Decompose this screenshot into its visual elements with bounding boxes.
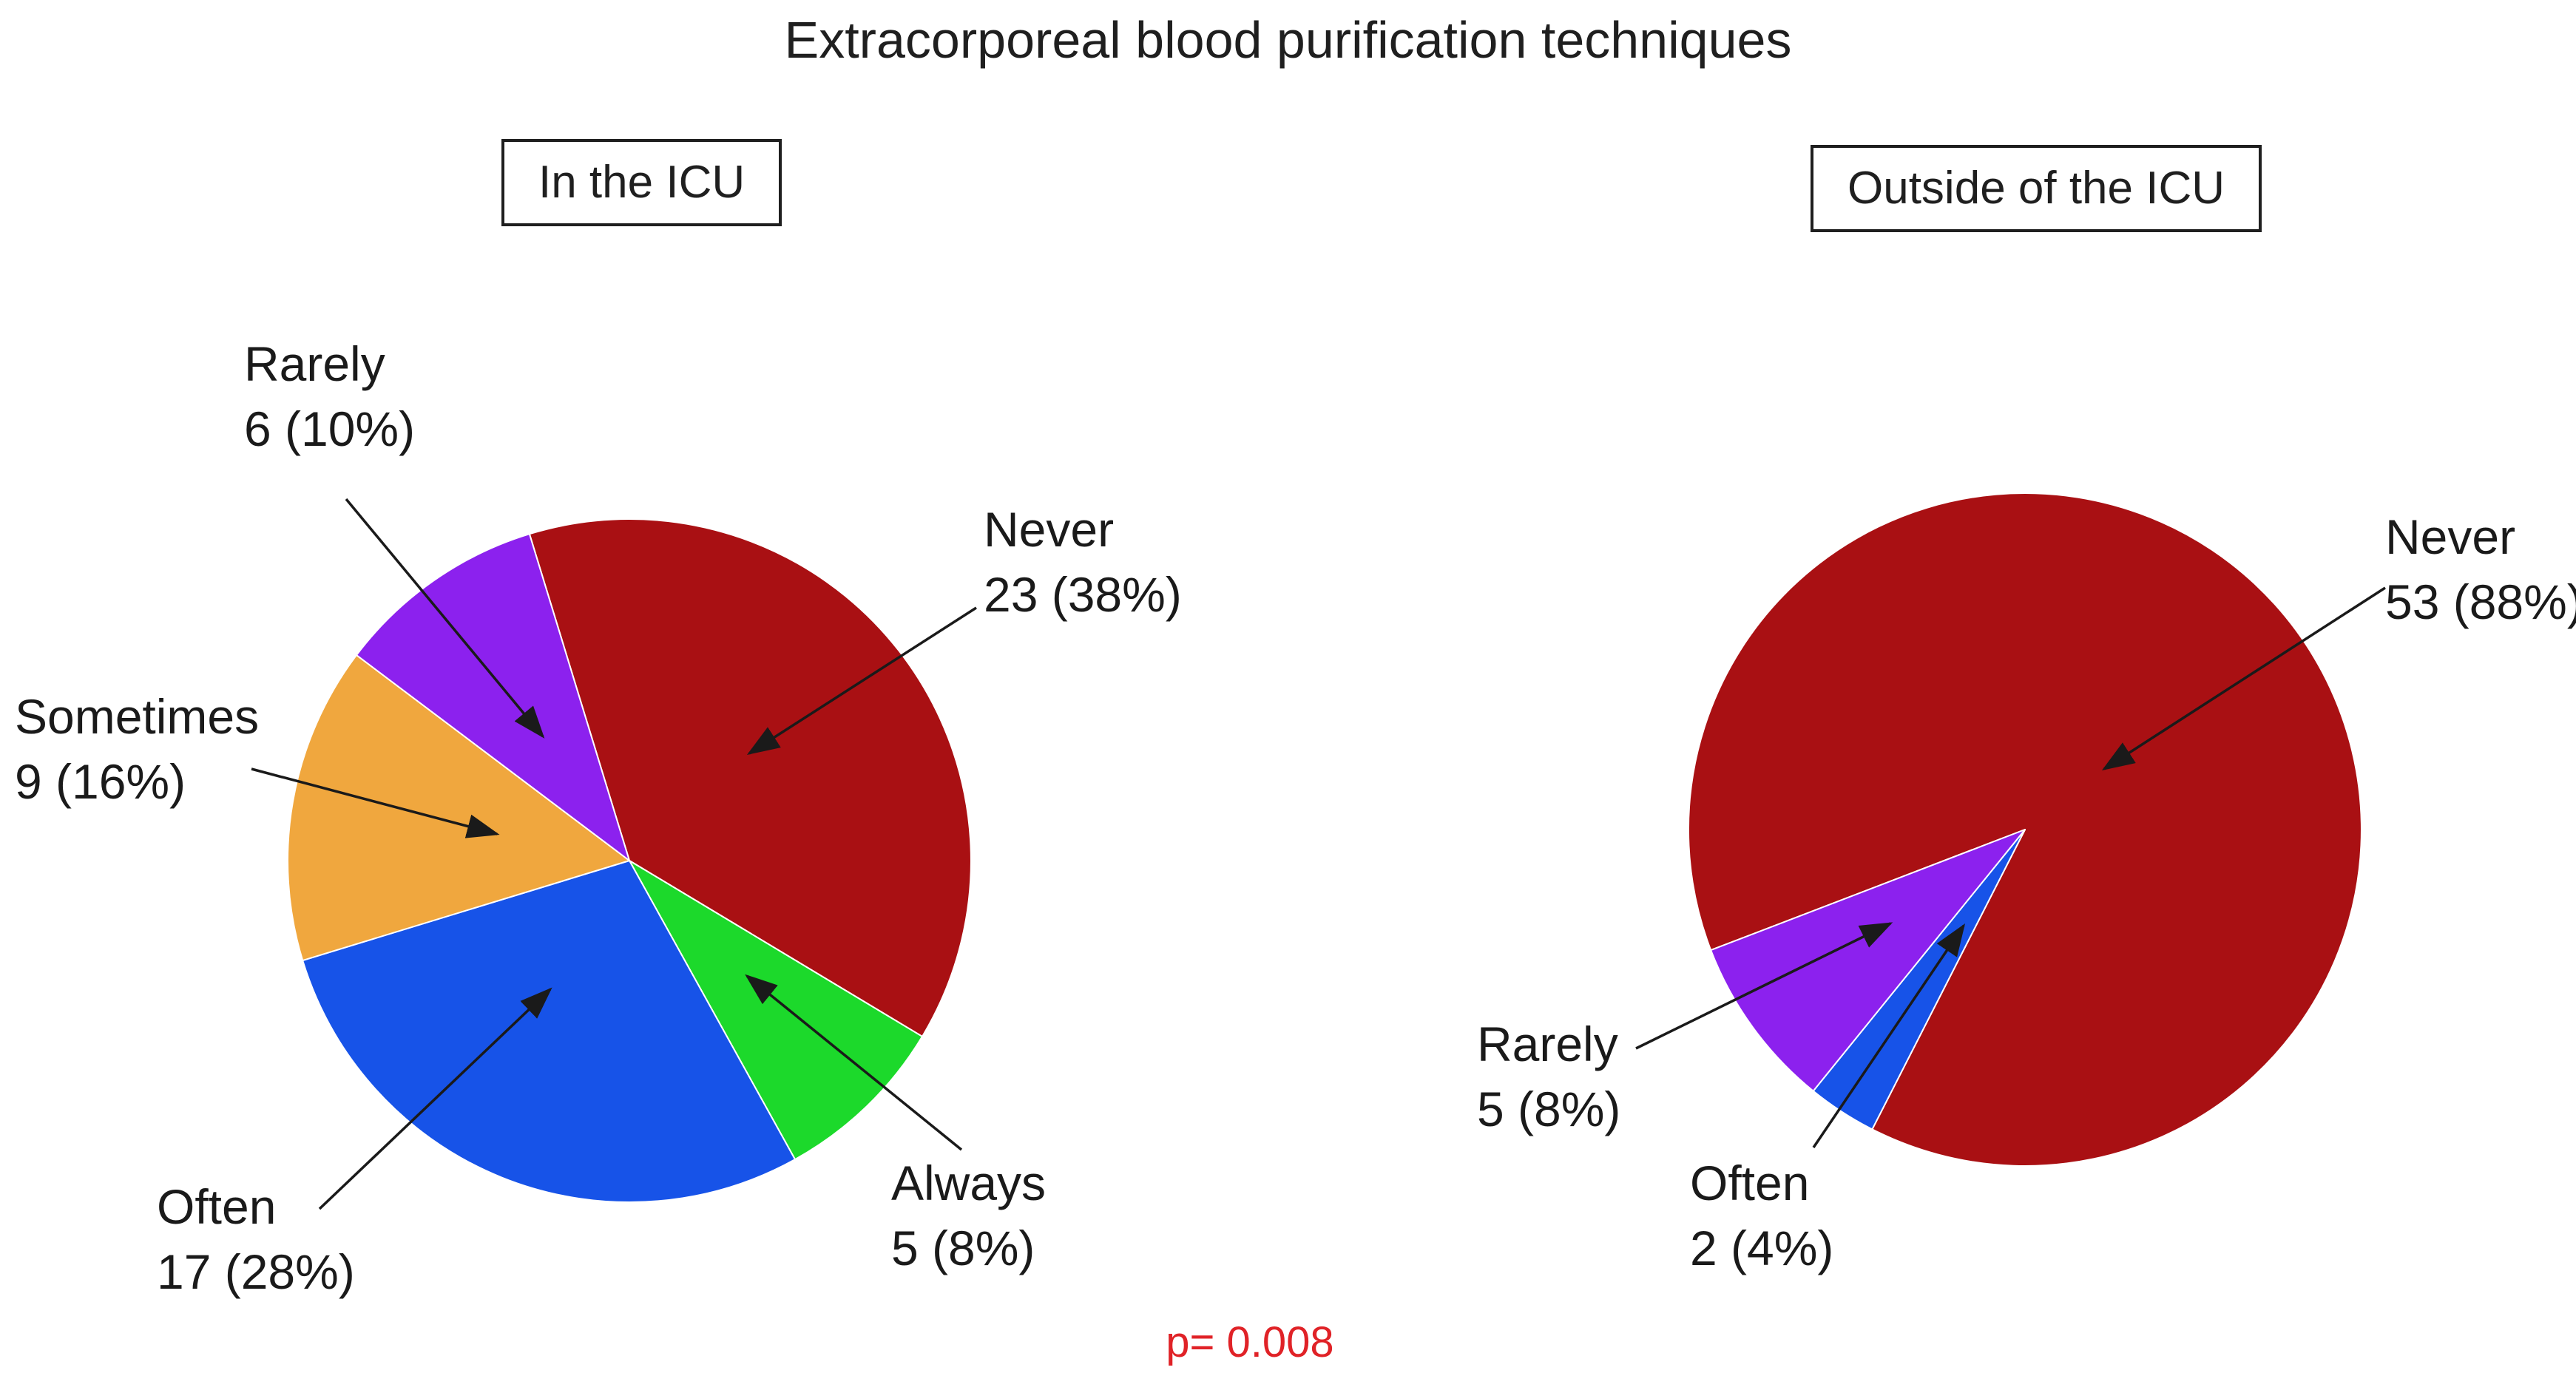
p-value-text: p= 0.008 [1166,1318,1334,1366]
slice-label-value: 5 (8%) [891,1221,1035,1275]
leader-lines-group [251,498,2386,1210]
outside-of-the-icu-leader-often [1812,923,1966,1148]
in-the-icu-label-sometimes: Sometimes 9 (16%) [15,684,259,814]
outside-of-the-icu-leader-rarely [1635,922,1893,1050]
pie-outside-of-the-icu [1688,492,2362,1167]
in-the-icu-label-always: Always 5 (8%) [891,1150,1046,1281]
in-the-icu-label-often: Often 17 (28%) [157,1174,355,1304]
outside-of-the-icu-slice-rarely [1710,829,2026,1092]
outside-of-the-icu-leader-never [2101,586,2386,770]
in-the-icu-leader-rarely [345,498,545,739]
in-the-icu-slice-rarely [356,533,630,861]
in-the-icu-slice-sometimes [287,654,630,962]
slice-label-name: Sometimes [15,689,260,744]
slice-label-name: Often [157,1179,277,1234]
pie-in-the-icu [287,518,972,1204]
slice-label-value: 5 (8%) [1477,1082,1621,1136]
in-the-icu-leader-never [746,606,977,755]
slice-label-value: 2 (4%) [1690,1221,1834,1275]
outside-of-the-icu-label-rarely: Rarely 5 (8%) [1477,1011,1620,1142]
in-the-icu-slice-always [629,860,923,1161]
slice-label-name: Rarely [244,336,385,391]
in-the-icu-slice-never [528,518,972,1037]
in-the-icu-label-rarely: Rarely 6 (10%) [244,331,415,461]
in-the-icu-label-never: Never 23 (38%) [984,497,1182,627]
panel-label-in-the-icu: In the ICU [501,139,782,226]
in-the-icu-leader-always [745,974,963,1151]
slice-label-value: 23 (38%) [984,567,1182,622]
slice-label-name: Never [984,502,1115,557]
in-the-icu-leader-sometimes [251,767,500,838]
slice-label-name: Often [1690,1156,1810,1210]
in-the-icu-leader-often [318,987,552,1210]
slice-label-name: Rarely [1477,1017,1618,1071]
slice-label-name: Never [2385,509,2516,564]
pies-group [287,492,2362,1204]
figure-title: Extracorporeal blood purification techni… [784,11,1792,69]
in-the-icu-slice-often [302,860,796,1204]
slice-label-value: 17 (28%) [157,1244,355,1299]
slice-label-value: 53 (88%) [2385,574,2576,629]
slice-label-name: Always [891,1156,1047,1210]
outside-of-the-icu-label-often: Often 2 (4%) [1690,1150,1833,1281]
panel-label-outside-of-the-icu: Outside of the ICU [1811,145,2262,232]
outside-of-the-icu-label-never: Never 53 (88%) [2385,504,2576,634]
slice-label-value: 6 (10%) [244,401,416,456]
slice-label-value: 9 (16%) [15,754,186,809]
